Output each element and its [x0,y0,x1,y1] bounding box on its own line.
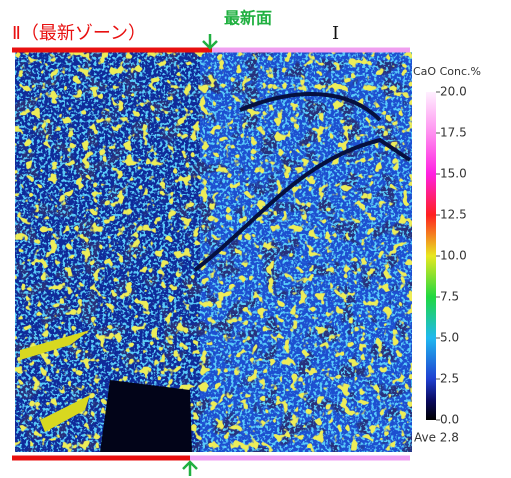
colorbar-tick-label: 12.5 [440,208,467,222]
colorbar-tick-label: 0.0 [440,413,459,427]
arrow [182,460,198,476]
zone-1-label: Ⅰ [332,23,339,44]
colorbar-tick-label: 15.0 [440,167,467,181]
colorbar-tick-label: 5.0 [440,331,459,345]
colorbar-tick-label: 7.5 [440,290,459,304]
arrow [202,34,218,50]
map [15,52,412,452]
colorbar-tick-label: 2.5 [440,372,459,386]
newest-surface-label: 最新面 [224,9,272,28]
average-label: Ave 2.8 [414,431,459,445]
colorbar-tick-label: 10.0 [440,249,467,263]
colorbar-tick-label: 17.5 [440,126,467,140]
colorbar [426,92,436,420]
colorbar-tick-label: 20.0 [440,85,467,99]
colorbar-title: CaO Conc.% [413,65,481,78]
zone-2-label: Ⅱ（最新ゾーン） [12,23,146,44]
